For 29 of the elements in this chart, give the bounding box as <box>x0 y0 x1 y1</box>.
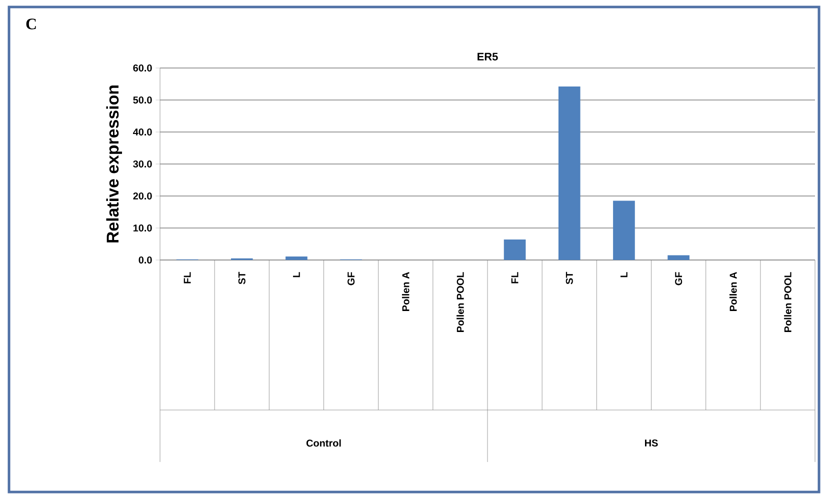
x-tick-label: FL <box>184 272 191 284</box>
x-tick-label: ST <box>238 272 246 284</box>
x-tick-label: Pollen POOL <box>456 272 464 332</box>
text: C <box>26 18 36 30</box>
x-tick-label: GF <box>348 272 355 286</box>
bar <box>504 240 526 260</box>
text: Control <box>306 439 341 447</box>
y-tick-label: 60.0 <box>133 64 152 72</box>
chart-title: ER5 <box>478 52 498 61</box>
y-tick-label: 40.0 <box>133 128 152 136</box>
x-tick-label: L <box>293 272 300 278</box>
bar <box>613 200 635 260</box>
text: HS <box>645 439 658 447</box>
y-tick-label: 10.0 <box>133 224 152 232</box>
x-tick-label: L <box>620 272 628 278</box>
x-tick-label: ST <box>566 272 573 284</box>
x-tick-label: Pollen A <box>402 272 410 311</box>
y-tick-label: 50.0 <box>133 96 152 104</box>
x-tick-label: Pollen A <box>729 272 737 311</box>
y-tick-label: 20.0 <box>133 192 152 200</box>
x-tick-label: Pollen POOL <box>784 272 792 332</box>
y-tick-label: 0.0 <box>138 256 152 264</box>
y-tick-label: 30.0 <box>133 160 152 168</box>
x-tick-label: FL <box>511 272 518 284</box>
bar <box>286 256 308 260</box>
bar <box>558 86 580 260</box>
x-tick-label: GF <box>675 272 682 286</box>
bar <box>668 255 690 260</box>
y-axis-title: Relative expression <box>106 86 122 242</box>
